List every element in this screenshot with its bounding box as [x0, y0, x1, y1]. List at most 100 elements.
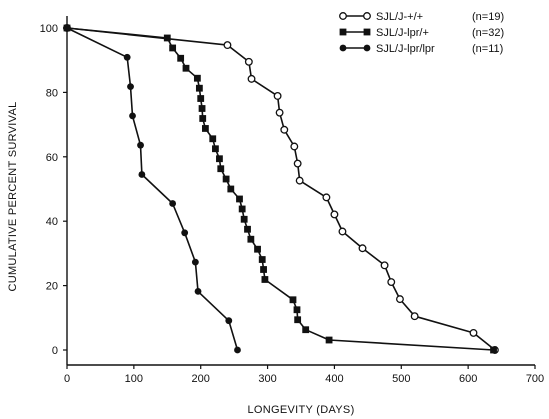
point-marker-legend: [363, 12, 371, 20]
legend-item-sjl-j: SJL/J-+/+ (n=19): [339, 11, 504, 23]
point-marker-sjl-j-lpr: [209, 135, 217, 143]
point-marker-sjl-j-lpr: [177, 54, 185, 62]
point-marker-sjl-j-lpr: [289, 296, 297, 304]
point-marker-legend: [339, 44, 347, 52]
point-marker-sjl-j: [387, 278, 396, 287]
point-marker-legend: [339, 12, 347, 20]
point-marker-sjl-j-lpr-lpr: [181, 229, 189, 237]
point-marker-sjl-j-lpr: [163, 34, 171, 42]
y-tick-label: 80: [46, 87, 58, 99]
point-marker-sjl-j-lpr: [217, 165, 225, 173]
point-marker-sjl-j-lpr: [193, 74, 201, 82]
point-marker-sjl-j: [244, 57, 253, 66]
legend-label: SJL/J-lpr/+: [376, 27, 429, 39]
x-tick-label: 300: [258, 373, 276, 385]
series-line-sjl-j: [66, 27, 496, 351]
legend-count: (n=19): [472, 11, 504, 23]
y-tick-label: 100: [40, 23, 58, 35]
point-marker-sjl-j-lpr: [169, 44, 177, 52]
point-marker-sjl-j: [358, 244, 367, 253]
point-marker-legend: [363, 44, 371, 52]
x-tick-label: 700: [526, 373, 544, 385]
point-marker-sjl-j: [247, 74, 256, 83]
y-tick-label: 20: [46, 281, 58, 293]
x-ticks: 0 100 200 300 400 500 600 700: [64, 365, 544, 385]
point-marker-sjl-j-lpr: [227, 185, 235, 193]
legend-count: (n=32): [472, 27, 504, 39]
point-marker-sjl-j: [410, 312, 419, 321]
point-marker-sjl-j-lpr-lpr: [137, 141, 144, 149]
series-line-sjl-j-lpr-lpr: [66, 27, 239, 351]
point-marker-sjl-j-lpr-lpr: [191, 258, 199, 266]
y-tick-label: 60: [46, 152, 58, 164]
x-axis-title: LONGEVITY (DAYS): [247, 404, 354, 416]
legend-item-sjl-j-lpr-lpr: SJL/J-lpr/lpr (n=11): [339, 43, 503, 55]
point-marker-sjl-j-lpr: [198, 105, 206, 112]
point-marker-sjl-j-lpr: [182, 64, 190, 72]
x-tick-label: 0: [64, 373, 70, 385]
series-sjl-j-lpr: [63, 24, 497, 354]
x-tick-label: 200: [192, 373, 210, 385]
series-layer: [63, 24, 499, 354]
point-marker-sjl-j-lpr: [302, 326, 310, 334]
point-marker-legend: [363, 28, 371, 36]
point-marker-sjl-j-lpr: [294, 316, 302, 324]
point-marker-sjl-j-lpr: [293, 306, 301, 314]
point-marker-sjl-j-lpr-lpr: [129, 112, 136, 120]
point-marker-sjl-j: [380, 261, 389, 270]
x-tick-label: 100: [125, 373, 143, 385]
y-tick-label: 40: [46, 216, 58, 228]
legend-label: SJL/J-+/+: [376, 11, 423, 23]
x-tick-label: 500: [392, 373, 410, 385]
point-marker-sjl-j-lpr: [258, 256, 266, 263]
point-marker-sjl-j: [469, 328, 478, 337]
point-marker-sjl-j-lpr: [240, 215, 248, 223]
point-marker-sjl-j-lpr-lpr: [225, 317, 233, 325]
y-tick-label: 0: [52, 345, 58, 357]
point-marker-sjl-j-lpr: [244, 225, 251, 233]
axes: [66, 16, 535, 366]
point-marker-sjl-j-lpr-lpr: [127, 83, 134, 91]
y-axis-title: CUMULATIVE PERCENT SURVIVAL: [7, 101, 19, 291]
legend: SJL/J-+/+ (n=19)SJL/J-lpr/+ (n=32)SJL/J-lp…: [339, 11, 504, 55]
point-marker-sjl-j-lpr: [325, 336, 333, 344]
point-marker-sjl-j-lpr: [222, 175, 230, 183]
point-marker-sjl-j-lpr: [199, 115, 207, 122]
point-marker-sjl-j: [338, 227, 347, 236]
point-marker-sjl-j-lpr-lpr: [123, 53, 131, 61]
y-ticks: 0 20 40 60 80 100: [40, 23, 67, 357]
point-marker-sjl-j: [280, 125, 289, 134]
point-marker-sjl-j: [395, 295, 404, 304]
point-marker-sjl-j-lpr: [490, 346, 497, 354]
series-line-sjl-j-lpr: [66, 27, 494, 351]
point-marker-sjl-j: [275, 108, 284, 117]
point-marker-sjl-j-lpr: [216, 155, 223, 163]
point-marker-sjl-j: [223, 41, 232, 50]
point-marker-sjl-j: [322, 193, 331, 202]
point-marker-sjl-j-lpr: [197, 95, 205, 102]
point-marker-sjl-j: [290, 142, 299, 151]
point-marker-sjl-j-lpr: [238, 205, 246, 213]
point-marker-sjl-j-lpr-lpr: [169, 200, 177, 207]
point-marker-sjl-j-lpr-lpr: [63, 24, 71, 32]
point-marker-sjl-j-lpr: [236, 195, 243, 203]
legend-item-sjl-j-lpr: SJL/J-lpr/+ (n=32): [339, 27, 504, 39]
legend-count: (n=11): [472, 43, 503, 55]
point-marker-sjl-j: [293, 159, 302, 168]
x-tick-label: 400: [325, 373, 343, 385]
point-marker-sjl-j-lpr: [254, 245, 261, 253]
point-marker-legend: [339, 28, 347, 36]
point-marker-sjl-j-lpr: [195, 84, 203, 92]
point-marker-sjl-j-lpr-lpr: [234, 346, 241, 354]
point-marker-sjl-j: [330, 210, 339, 219]
x-tick-label: 600: [459, 373, 477, 385]
point-marker-sjl-j-lpr-lpr: [138, 171, 146, 178]
point-marker-sjl-j-lpr: [260, 266, 267, 273]
point-marker-sjl-j-lpr: [201, 125, 209, 132]
legend-label: SJL/J-lpr/lpr: [376, 43, 435, 55]
point-marker-sjl-j-lpr: [247, 235, 255, 243]
point-marker-sjl-j: [273, 91, 282, 100]
point-marker-sjl-j-lpr-lpr: [194, 287, 202, 295]
point-marker-sjl-j-lpr: [261, 276, 269, 283]
